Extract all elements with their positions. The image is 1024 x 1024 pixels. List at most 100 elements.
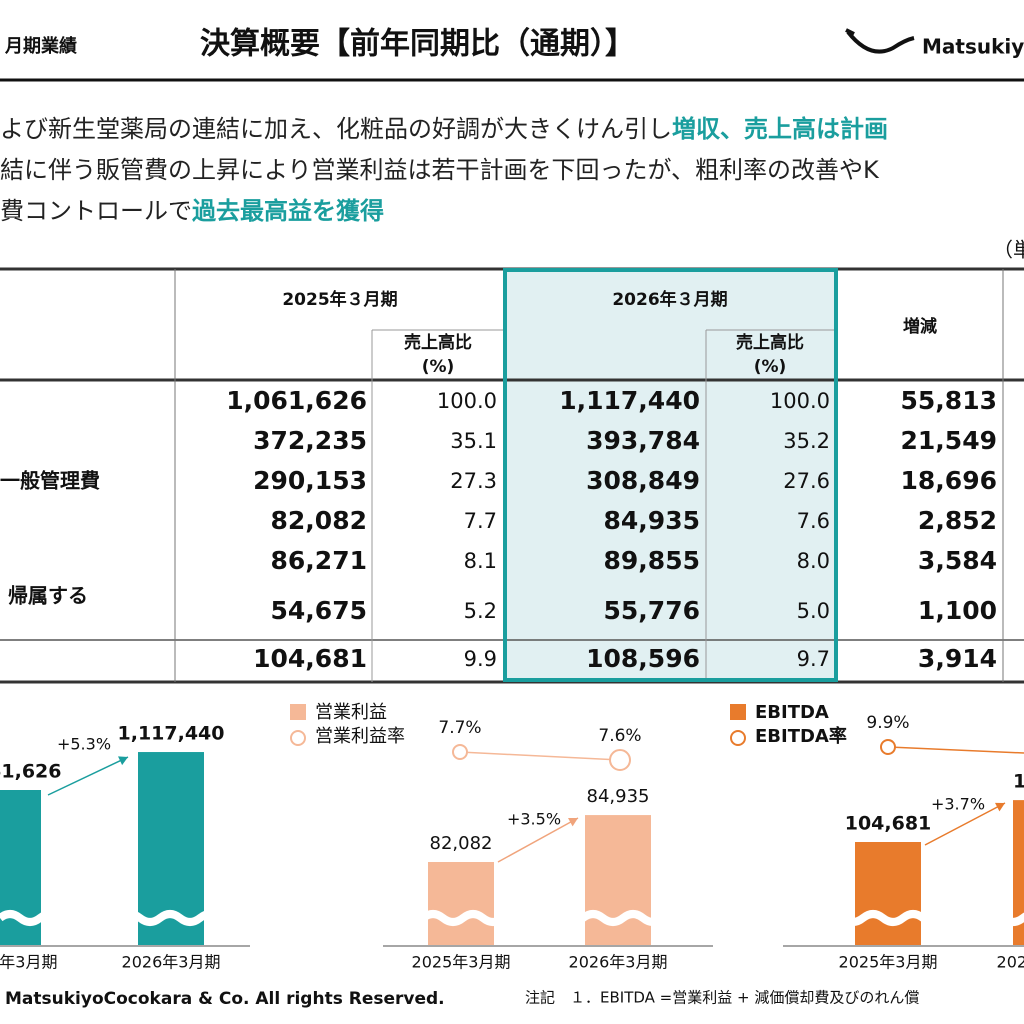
cell: 100.0	[770, 389, 830, 413]
column-header: 増減	[903, 316, 937, 337]
cell: 21,549	[901, 426, 997, 455]
cell: 9.7	[797, 647, 830, 671]
column-header: 2026年３月期	[612, 289, 727, 310]
legend-label: EBITDA率	[755, 725, 847, 747]
row-label: 一般管理費	[0, 469, 100, 493]
summary-highlight: 増収、売上高は計画	[672, 115, 888, 143]
column-header: 売上高比	[404, 332, 472, 353]
rate-label: 9.9%	[866, 713, 909, 733]
cell: 8.1	[464, 549, 497, 573]
column-header: 2025年３月期	[282, 289, 397, 310]
bar-label: 1,061,626	[0, 761, 61, 783]
column-header: (%)	[422, 357, 455, 377]
bar-label: 82,082	[430, 833, 493, 854]
summary-text: 費コントロールで	[0, 197, 192, 225]
bar	[585, 815, 651, 945]
bar	[855, 842, 921, 945]
x-label: 2026年3月期	[997, 953, 1024, 972]
rate-line	[887, 746, 1024, 754]
rate-marker	[452, 744, 468, 760]
cell: 86,271	[271, 546, 367, 575]
summary-text: よび新生堂薬局の連結に加え、化粧品の好調が大きくけん引し	[0, 115, 672, 143]
axis-break	[380, 910, 746, 926]
cell: 104,681	[253, 644, 367, 673]
x-label: 2025年3月期	[412, 953, 511, 972]
cell: 55,776	[604, 596, 700, 625]
cell: 35.2	[783, 429, 830, 453]
title: 決算概要【前年同期比（通期）】	[200, 27, 635, 62]
cell: 27.3	[450, 469, 497, 493]
growth-arrow-head	[118, 756, 128, 766]
cell: 372,235	[253, 426, 367, 455]
column-header: (%)	[754, 357, 787, 377]
bar	[1013, 800, 1024, 945]
summary-line: よび新生堂薬局の連結に加え、化粧品の好調が大きくけん引し増収、売上高は計画	[0, 115, 888, 143]
cell: 35.1	[450, 429, 497, 453]
cell: 290,153	[253, 466, 367, 495]
cell: 1,117,440	[559, 386, 700, 415]
cell: 8.0	[797, 549, 830, 573]
rate-line	[459, 751, 621, 761]
column-header: 売上高比	[736, 332, 804, 353]
cell: 9.9	[464, 647, 497, 671]
legend-label: EBITDA	[755, 702, 829, 723]
summary-line: 費コントロールで過去最高益を獲得	[0, 197, 384, 225]
cell: 7.7	[464, 509, 497, 533]
summary-text: 結に伴う販管費の上昇により営業利益は若干計画を下回ったが、粗利率の改善やK	[0, 156, 880, 184]
cell: 5.2	[464, 599, 497, 623]
bar	[428, 862, 494, 945]
cell: 3,914	[918, 644, 997, 673]
rate-marker	[880, 739, 896, 755]
cell: 54,675	[271, 596, 367, 625]
legend-swatch	[290, 704, 306, 720]
cell: 84,935	[604, 506, 700, 535]
legend-swatch	[730, 704, 746, 720]
rate-label: 7.6%	[598, 726, 641, 746]
legend-label: 営業利益	[315, 702, 387, 723]
growth-arrow	[497, 817, 579, 863]
copyright: MatsukiyoCocokara & Co. All rights Reser…	[5, 989, 445, 1009]
cell: 3,584	[918, 546, 997, 575]
cell: 82,082	[271, 506, 367, 535]
growth-label: +5.3%	[57, 735, 111, 754]
x-label: 2025年3月期	[839, 953, 938, 972]
cell: 100.0	[437, 389, 497, 413]
growth-label: +3.7%	[931, 795, 985, 814]
logo-mark	[845, 28, 855, 36]
cell: 1,100	[918, 596, 997, 625]
cell: 393,784	[586, 426, 700, 455]
growth-arrow	[924, 802, 1006, 846]
cell: 89,855	[604, 546, 700, 575]
growth-label: +3.5%	[507, 810, 561, 829]
legend-marker	[730, 730, 746, 746]
cell: 5.0	[797, 599, 830, 623]
period: 月期業績	[4, 35, 77, 57]
cell: 108,596	[586, 644, 700, 673]
note: 注記 １．EBITDA =営業利益 + 減価償却費及びのれん償	[525, 989, 919, 1007]
x-label: 2026年3月期	[122, 953, 221, 972]
rate-label: 7.7%	[438, 718, 481, 738]
logo: Matsukiyo	[922, 35, 1024, 59]
growth-arrow-head	[568, 818, 578, 827]
row-label: 帰属する	[8, 584, 88, 608]
cell: 55,813	[901, 386, 997, 415]
cell: 27.6	[783, 469, 830, 493]
unit: （単	[993, 238, 1024, 262]
x-label: 2026年3月期	[569, 953, 668, 972]
bar-label: 1,117,440	[118, 723, 225, 745]
x-label: 2025年3月期	[0, 953, 57, 972]
cell: 18,696	[901, 466, 997, 495]
bar-label: 104,681	[845, 813, 932, 835]
summary-line: 結に伴う販管費の上昇により営業利益は若干計画を下回ったが、粗利率の改善やK	[0, 156, 880, 184]
axis-break	[780, 910, 1024, 926]
cell: 2,852	[918, 506, 997, 535]
cell: 308,849	[586, 466, 700, 495]
cell: 1,061,626	[226, 386, 367, 415]
growth-arrow-head	[995, 802, 1005, 812]
legend-label: 営業利益率	[315, 726, 405, 747]
highlight-border	[503, 268, 838, 682]
axis-break	[0, 910, 283, 926]
highlight-fill	[505, 270, 836, 680]
logo-mark	[846, 30, 915, 54]
